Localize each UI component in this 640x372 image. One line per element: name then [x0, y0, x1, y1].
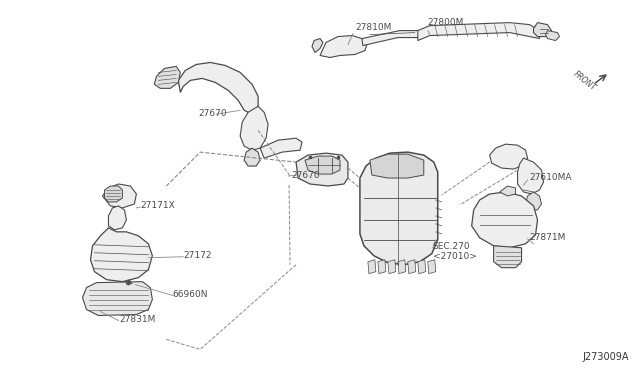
Text: 27800M: 27800M: [428, 18, 464, 27]
Polygon shape: [108, 206, 127, 230]
Polygon shape: [545, 31, 559, 41]
Text: 27171X: 27171X: [140, 201, 175, 211]
Polygon shape: [398, 260, 406, 274]
Polygon shape: [368, 260, 376, 274]
Polygon shape: [260, 138, 302, 158]
Polygon shape: [83, 282, 152, 315]
Polygon shape: [240, 106, 268, 150]
Text: 27670: 27670: [198, 109, 227, 118]
Polygon shape: [370, 154, 424, 178]
Polygon shape: [244, 148, 260, 166]
Polygon shape: [388, 260, 396, 274]
Polygon shape: [418, 23, 540, 41]
Polygon shape: [90, 228, 152, 282]
Polygon shape: [525, 192, 541, 210]
Text: 27610MA: 27610MA: [529, 173, 572, 182]
Polygon shape: [104, 186, 122, 202]
Polygon shape: [490, 144, 527, 169]
Text: 27831M: 27831M: [120, 315, 156, 324]
Text: SEC.270: SEC.270: [433, 242, 470, 251]
Polygon shape: [296, 153, 348, 186]
Polygon shape: [428, 260, 436, 274]
Polygon shape: [154, 67, 180, 89]
Text: 66960N: 66960N: [172, 290, 208, 299]
Text: 27172: 27172: [183, 251, 212, 260]
Polygon shape: [518, 158, 543, 194]
Polygon shape: [472, 192, 538, 248]
Polygon shape: [179, 62, 258, 114]
Polygon shape: [360, 152, 438, 265]
Polygon shape: [362, 31, 420, 45]
Polygon shape: [378, 260, 386, 274]
Polygon shape: [534, 23, 552, 36]
Polygon shape: [418, 260, 426, 274]
Text: 27670: 27670: [291, 170, 320, 180]
Text: 27871M: 27871M: [529, 233, 566, 242]
Text: J273009A: J273009A: [583, 352, 629, 362]
Polygon shape: [493, 246, 522, 268]
Polygon shape: [102, 184, 136, 208]
Polygon shape: [320, 36, 367, 58]
Polygon shape: [408, 260, 416, 274]
Polygon shape: [312, 39, 323, 52]
Text: <27010>: <27010>: [433, 252, 477, 261]
Text: 27810M: 27810M: [355, 23, 391, 32]
Polygon shape: [305, 156, 340, 174]
Text: FRONT: FRONT: [572, 69, 598, 92]
Polygon shape: [500, 186, 516, 196]
